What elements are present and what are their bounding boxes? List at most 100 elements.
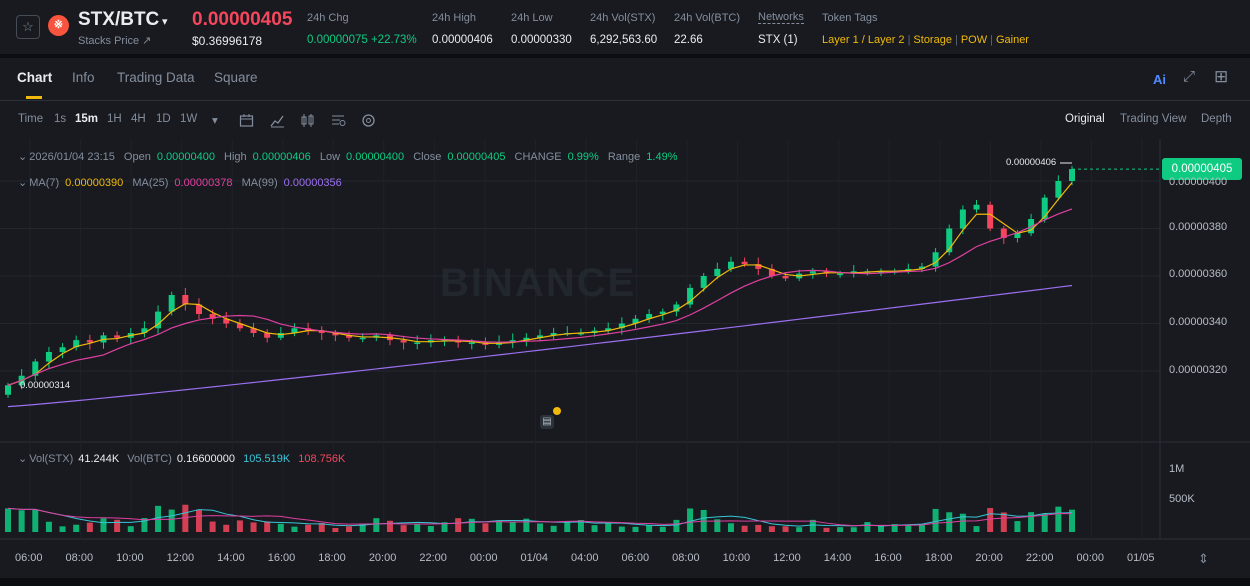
interval-1s[interactable]: 1s xyxy=(54,113,67,125)
resize-handle-icon[interactable]: ⇕ xyxy=(1198,551,1209,566)
candle-body xyxy=(141,328,148,333)
volume-bar xyxy=(127,526,134,532)
chart-toolbar: Time 1s 15m 1H 4H 1D 1W ▾ Original Tradi… xyxy=(0,101,1250,139)
tab-chart[interactable]: Chart xyxy=(17,70,53,85)
interval-1w[interactable]: 1W xyxy=(180,113,198,125)
interval-1h[interactable]: 1H xyxy=(107,113,122,125)
candle-body xyxy=(1041,197,1048,219)
expand-icon[interactable]: ⤢ xyxy=(1183,68,1196,85)
tab-trading-data[interactable]: Trading Data xyxy=(117,70,195,85)
x-tick-label: 16:00 xyxy=(874,552,902,564)
volume-bar xyxy=(714,519,721,532)
volume-bar xyxy=(727,523,734,532)
token-tags-label: Token Tags xyxy=(822,12,878,24)
volume-bar xyxy=(59,526,66,532)
stat-value-24h-chg: 0.00000075 +22.73% xyxy=(307,34,417,46)
candle-body xyxy=(468,342,475,344)
interval-4h[interactable]: 4H xyxy=(131,113,146,125)
ohlc-date: 2026/01/04 23:15 xyxy=(29,151,115,163)
volume-bar xyxy=(577,520,584,532)
gear-icon[interactable] xyxy=(361,113,376,128)
x-tick-label: 12:00 xyxy=(166,552,195,564)
layout-grid-icon[interactable]: ⊞ xyxy=(1214,67,1229,86)
view-original[interactable]: Original xyxy=(1065,113,1105,125)
candle-body xyxy=(250,328,257,333)
candle-body xyxy=(264,333,271,338)
volume-bar xyxy=(373,518,380,532)
candle-body xyxy=(632,318,639,324)
tag-layer[interactable]: Layer 1 / Layer 2 xyxy=(822,34,905,46)
event-note-icon[interactable]: ▤ xyxy=(540,415,554,429)
stat-value-24h-low: 0.00000330 xyxy=(511,34,572,46)
candle-body xyxy=(932,252,939,267)
chart-panel[interactable]: BINANCE ⌄ 2026/01/04 23:15 Open 0.00000400… xyxy=(0,139,1250,578)
candlestick-chart[interactable] xyxy=(0,139,1250,578)
x-tick-label: 18:00 xyxy=(924,552,953,564)
candle-body xyxy=(523,337,530,341)
networks-label[interactable]: Networks xyxy=(758,11,804,24)
symbol-selector[interactable]: STX/BTC xyxy=(78,9,160,30)
x-tick-label: 10:00 xyxy=(116,552,144,564)
candle-body xyxy=(837,273,844,276)
low-marker-label: 0.00000314 xyxy=(20,380,71,391)
ma7-label: MA(7) xyxy=(29,177,60,189)
range-label: Range xyxy=(607,151,641,163)
interval-time[interactable]: Time xyxy=(18,113,44,125)
x-tick-label: 20:00 xyxy=(975,552,1003,564)
tab-square[interactable]: Square xyxy=(214,70,258,85)
candle-body xyxy=(414,342,421,344)
candle-body xyxy=(714,268,721,276)
favorite-star-icon[interactable]: ☆ xyxy=(16,15,40,39)
ai-icon[interactable]: Ai xyxy=(1153,72,1166,87)
calendar-icon[interactable] xyxy=(239,113,254,128)
tab-info[interactable]: Info xyxy=(72,70,95,85)
view-trading-view[interactable]: Trading View xyxy=(1120,113,1187,125)
candle-body xyxy=(605,328,612,331)
vol-ma2-value: 108.756K xyxy=(298,453,346,465)
volume-bar xyxy=(850,527,857,532)
low-value: 0.00000400 xyxy=(346,151,405,163)
candle-body xyxy=(782,276,789,279)
chevron-down-icon[interactable]: ▾ xyxy=(162,16,168,28)
stat-value-24h-vol-stx: 6,292,563.60 xyxy=(590,34,658,46)
view-depth[interactable]: Depth xyxy=(1201,113,1232,125)
tag-storage[interactable]: Storage xyxy=(913,34,952,46)
candle-body xyxy=(209,314,216,319)
range-value: 1.49% xyxy=(646,151,678,163)
interval-dropdown-icon[interactable]: ▾ xyxy=(212,115,218,127)
volume-bar xyxy=(782,526,789,532)
high-marker-label: 0.00000406 xyxy=(1006,157,1057,168)
tag-gainer[interactable]: Gainer xyxy=(995,34,1029,46)
coin-info-link[interactable]: Stacks Price ↗ xyxy=(78,35,152,47)
volume-bar xyxy=(550,525,557,532)
collapse-icon[interactable]: ⌄ xyxy=(18,453,28,465)
collapse-icon[interactable]: ⌄ xyxy=(18,177,28,189)
collapse-icon[interactable]: ⌄ xyxy=(18,151,28,163)
volume-bar xyxy=(18,510,25,532)
volume-bar xyxy=(918,524,925,532)
high-label: High xyxy=(224,151,247,163)
candle-body xyxy=(687,287,694,305)
candle-body xyxy=(359,337,366,340)
current-price-tag: 0.00000405 xyxy=(1162,158,1242,180)
settings-list-icon[interactable] xyxy=(331,113,346,128)
interval-15m[interactable]: 15m xyxy=(75,113,99,125)
volume-bar xyxy=(182,504,189,532)
volume-ma1-line xyxy=(7,507,1073,527)
volume-bar xyxy=(332,527,339,532)
stat-value-24h-high: 0.00000406 xyxy=(432,34,493,46)
volume-bar xyxy=(1041,513,1048,532)
candle-body xyxy=(73,340,80,348)
volume-bar xyxy=(537,523,543,532)
stat-value-24h-vol-btc: 22.66 xyxy=(674,34,703,46)
interval-1d[interactable]: 1D xyxy=(156,113,171,125)
stat-label-24h-low: 24h Low xyxy=(511,12,553,24)
open-label: Open xyxy=(123,151,151,163)
tag-pow[interactable]: POW xyxy=(960,34,988,46)
candle-type-icon[interactable] xyxy=(300,113,315,128)
volume-bar xyxy=(1000,512,1007,532)
candle-body xyxy=(646,314,653,319)
volume-bar xyxy=(932,508,939,532)
indicator-icon[interactable] xyxy=(270,113,285,128)
candle-body xyxy=(277,333,284,338)
